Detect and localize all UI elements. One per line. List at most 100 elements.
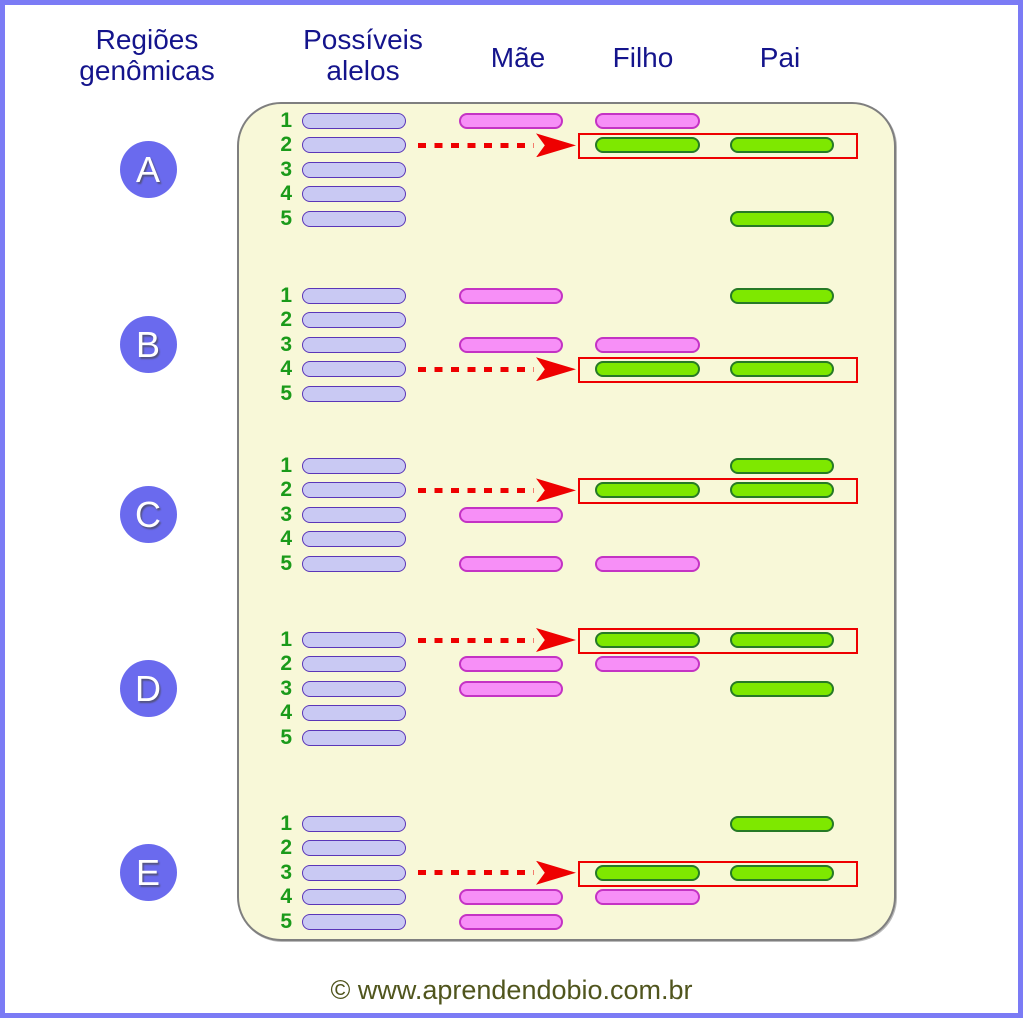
allele-number: 2 bbox=[280, 478, 292, 502]
allele-bar bbox=[302, 137, 406, 154]
allele-bar bbox=[302, 729, 406, 746]
allele-number: 1 bbox=[280, 454, 292, 477]
match-arrow-head bbox=[536, 357, 576, 382]
allele-bar bbox=[302, 482, 406, 499]
allele-number: 5 bbox=[280, 551, 292, 575]
father-band bbox=[730, 361, 834, 378]
child-band bbox=[595, 864, 700, 881]
allele-bar bbox=[302, 656, 406, 673]
allele-number: 5 bbox=[280, 206, 292, 230]
mother-band bbox=[459, 889, 563, 906]
match-arrow-dashes bbox=[418, 366, 534, 372]
allele-number: 1 bbox=[280, 812, 292, 835]
allele-bar bbox=[302, 531, 406, 548]
allele-bar bbox=[302, 632, 406, 648]
allele-bar bbox=[302, 361, 406, 378]
father-band bbox=[730, 137, 834, 154]
allele-bar bbox=[302, 312, 406, 329]
allele-bar bbox=[302, 113, 406, 129]
allele-bar bbox=[302, 186, 406, 203]
allele-number: 2 bbox=[280, 133, 292, 157]
allele-number: 2 bbox=[280, 308, 292, 332]
father-band bbox=[730, 210, 834, 227]
mother-band bbox=[459, 336, 563, 353]
region-label-circle: D bbox=[119, 660, 177, 718]
match-arrow-head bbox=[536, 133, 576, 158]
match-arrow-head bbox=[536, 478, 576, 503]
column-header-mae: Mãe bbox=[490, 42, 546, 73]
allele-number: 1 bbox=[280, 109, 292, 132]
father-band bbox=[730, 864, 834, 881]
allele-number: 1 bbox=[280, 628, 292, 651]
mother-band bbox=[459, 656, 563, 673]
allele-number: 5 bbox=[280, 381, 292, 405]
father-band bbox=[730, 458, 834, 474]
father-band bbox=[730, 680, 834, 697]
allele-number: 3 bbox=[280, 502, 292, 526]
allele-number: 5 bbox=[280, 725, 292, 749]
allele-bar bbox=[302, 816, 406, 832]
father-band bbox=[730, 482, 834, 499]
child-band bbox=[595, 137, 700, 154]
father-band bbox=[730, 632, 834, 648]
allele-bar bbox=[302, 555, 406, 572]
child-band bbox=[595, 361, 700, 378]
allele-number: 4 bbox=[280, 357, 292, 381]
allele-bar bbox=[302, 864, 406, 881]
mother-band bbox=[459, 680, 563, 697]
allele-number: 4 bbox=[280, 701, 292, 725]
child-band bbox=[595, 482, 700, 499]
allele-bar bbox=[302, 680, 406, 697]
match-arrow-dashes bbox=[418, 870, 534, 876]
region-label-circle: A bbox=[119, 141, 177, 199]
allele-number: 2 bbox=[280, 836, 292, 860]
allele-number: 3 bbox=[280, 332, 292, 356]
allele-number: 5 bbox=[280, 909, 292, 933]
match-arrow-dashes bbox=[418, 637, 534, 643]
match-arrow-head bbox=[536, 860, 576, 885]
match-highlight-box bbox=[578, 628, 858, 654]
match-highlight-box bbox=[578, 133, 858, 160]
father-band bbox=[730, 288, 834, 304]
region-label-circle: E bbox=[119, 844, 177, 902]
mother-band bbox=[459, 288, 563, 304]
mother-band bbox=[459, 555, 563, 572]
mother-band bbox=[459, 506, 563, 523]
region-label-circle: C bbox=[119, 486, 177, 544]
allele-bar bbox=[302, 385, 406, 402]
allele-bar bbox=[302, 705, 406, 722]
father-band bbox=[730, 816, 834, 832]
allele-bar bbox=[302, 288, 406, 304]
allele-bar bbox=[302, 210, 406, 227]
allele-number: 4 bbox=[280, 182, 292, 206]
allele-bar bbox=[302, 506, 406, 523]
allele-number: 1 bbox=[280, 284, 292, 307]
copyright-text: © www.aprendendobio.com.br bbox=[330, 975, 693, 1005]
child-band bbox=[595, 113, 700, 129]
allele-bar bbox=[302, 913, 406, 930]
mother-band bbox=[459, 913, 563, 930]
child-band bbox=[595, 555, 700, 572]
match-highlight-box bbox=[578, 357, 858, 384]
allele-number: 4 bbox=[280, 527, 292, 551]
allele-bar bbox=[302, 161, 406, 178]
column-header-regioes-genomicas: Regiões genômicas bbox=[79, 24, 215, 86]
match-arrow-head bbox=[536, 628, 576, 652]
column-header-possiveis-alelos: Possíveis alelos bbox=[303, 24, 423, 86]
region-label-circle: B bbox=[119, 316, 177, 374]
allele-bar bbox=[302, 840, 406, 857]
allele-number: 4 bbox=[280, 885, 292, 909]
child-band bbox=[595, 336, 700, 353]
child-band bbox=[595, 889, 700, 906]
allele-number: 2 bbox=[280, 652, 292, 676]
allele-bar bbox=[302, 336, 406, 353]
match-highlight-box bbox=[578, 860, 858, 887]
child-band bbox=[595, 632, 700, 648]
match-highlight-box bbox=[578, 478, 858, 505]
allele-bar bbox=[302, 889, 406, 906]
allele-bar bbox=[302, 458, 406, 474]
allele-number: 3 bbox=[280, 157, 292, 181]
child-band bbox=[595, 656, 700, 673]
